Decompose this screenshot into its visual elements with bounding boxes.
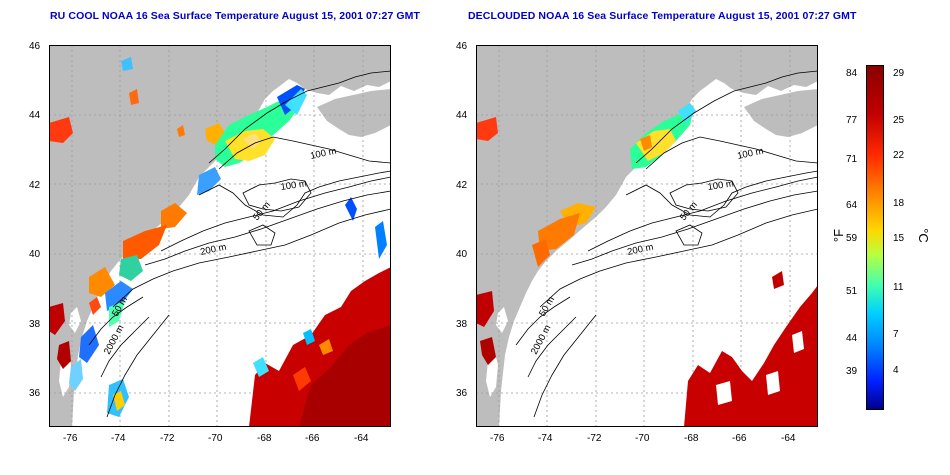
sst-map-declouded-canvas: 100 m 100 m 50 m 200 m 50 m 2000 m xyxy=(476,45,819,427)
celsius-tick: 22 xyxy=(893,150,905,161)
lat-tick: 36 xyxy=(29,388,41,399)
bathymetry-contours xyxy=(88,70,392,418)
celsius-tick: 4 xyxy=(893,365,899,376)
lon-tick: -66 xyxy=(732,433,747,444)
lat-tick: 46 xyxy=(456,41,468,52)
lon-tick: -70 xyxy=(635,433,650,444)
map-frame xyxy=(49,45,391,427)
celsius-tick: 25 xyxy=(893,115,905,126)
fahrenheit-tick: 84 xyxy=(846,68,858,79)
contour-label: 200 m xyxy=(199,242,227,258)
lat-tick: 36 xyxy=(456,388,468,399)
lat-tick: 42 xyxy=(29,180,41,191)
map-title-left: RU COOL NOAA 16 Sea Surface Temperature … xyxy=(50,10,421,22)
lon-tick: -68 xyxy=(684,433,699,444)
colorbar-gradient xyxy=(866,65,884,410)
lat-tick: 38 xyxy=(29,319,41,330)
fahrenheit-tick: 71 xyxy=(846,154,858,165)
lat-tick: 44 xyxy=(29,110,41,121)
lon-tick: -72 xyxy=(160,433,175,444)
lat-tick: 38 xyxy=(456,319,468,330)
map-frame xyxy=(476,45,818,427)
bathymetry-contours xyxy=(515,70,819,418)
lon-tick: -64 xyxy=(354,433,369,444)
celsius-tick: 15 xyxy=(893,233,905,244)
celsius-tick: 29 xyxy=(893,68,905,79)
lon-tick: -74 xyxy=(538,433,553,444)
lon-tick: -68 xyxy=(257,433,272,444)
lat-tick: 40 xyxy=(29,249,41,260)
fahrenheit-tick: 64 xyxy=(846,200,858,211)
fahrenheit-tick: 44 xyxy=(846,333,858,344)
coastline-land xyxy=(49,45,391,427)
lat-tick: 42 xyxy=(456,180,468,191)
celsius-unit-label: °C xyxy=(915,228,931,243)
lat-tick: 40 xyxy=(456,249,468,260)
lat-tick: 44 xyxy=(456,110,468,121)
lon-tick: -76 xyxy=(490,433,505,444)
lon-tick: -70 xyxy=(208,433,223,444)
contour-label: 100 m xyxy=(309,146,337,162)
contour-label: 100 m xyxy=(280,178,308,193)
fahrenheit-tick: 39 xyxy=(846,366,858,377)
sst-map-raw: 100 m 100 m 50 m 200 m 50 m 2000 m xyxy=(49,45,392,427)
lat-tick: 46 xyxy=(29,41,41,52)
celsius-tick: 18 xyxy=(893,198,905,209)
sst-data-layer xyxy=(49,57,391,427)
fahrenheit-tick: 59 xyxy=(846,233,858,244)
sst-map-declouded: 100 m 100 m 50 m 200 m 50 m 2000 m xyxy=(476,45,819,427)
fahrenheit-tick: 51 xyxy=(846,286,858,297)
fahrenheit-tick: 77 xyxy=(846,115,858,126)
coastline-land xyxy=(476,45,818,427)
sst-map-raw-canvas: 100 m 100 m 50 m 200 m 50 m 2000 m xyxy=(49,45,392,427)
map-title-right: DECLOUDED NOAA 16 Sea Surface Temperatur… xyxy=(468,10,857,22)
nova-scotia-land xyxy=(317,89,391,137)
lon-tick: -72 xyxy=(587,433,602,444)
lon-tick: -66 xyxy=(305,433,320,444)
contour-label: 100 m xyxy=(736,146,764,162)
celsius-tick: 11 xyxy=(893,282,904,293)
nova-scotia-land xyxy=(744,89,818,137)
contour-label: 200 m xyxy=(626,242,654,258)
celsius-tick: 7 xyxy=(893,329,899,340)
fahrenheit-unit-label: °F xyxy=(831,228,847,243)
lon-tick: -64 xyxy=(781,433,796,444)
contour-label: 100 m xyxy=(707,178,735,193)
lon-tick: -76 xyxy=(63,433,78,444)
lon-tick: -74 xyxy=(111,433,126,444)
